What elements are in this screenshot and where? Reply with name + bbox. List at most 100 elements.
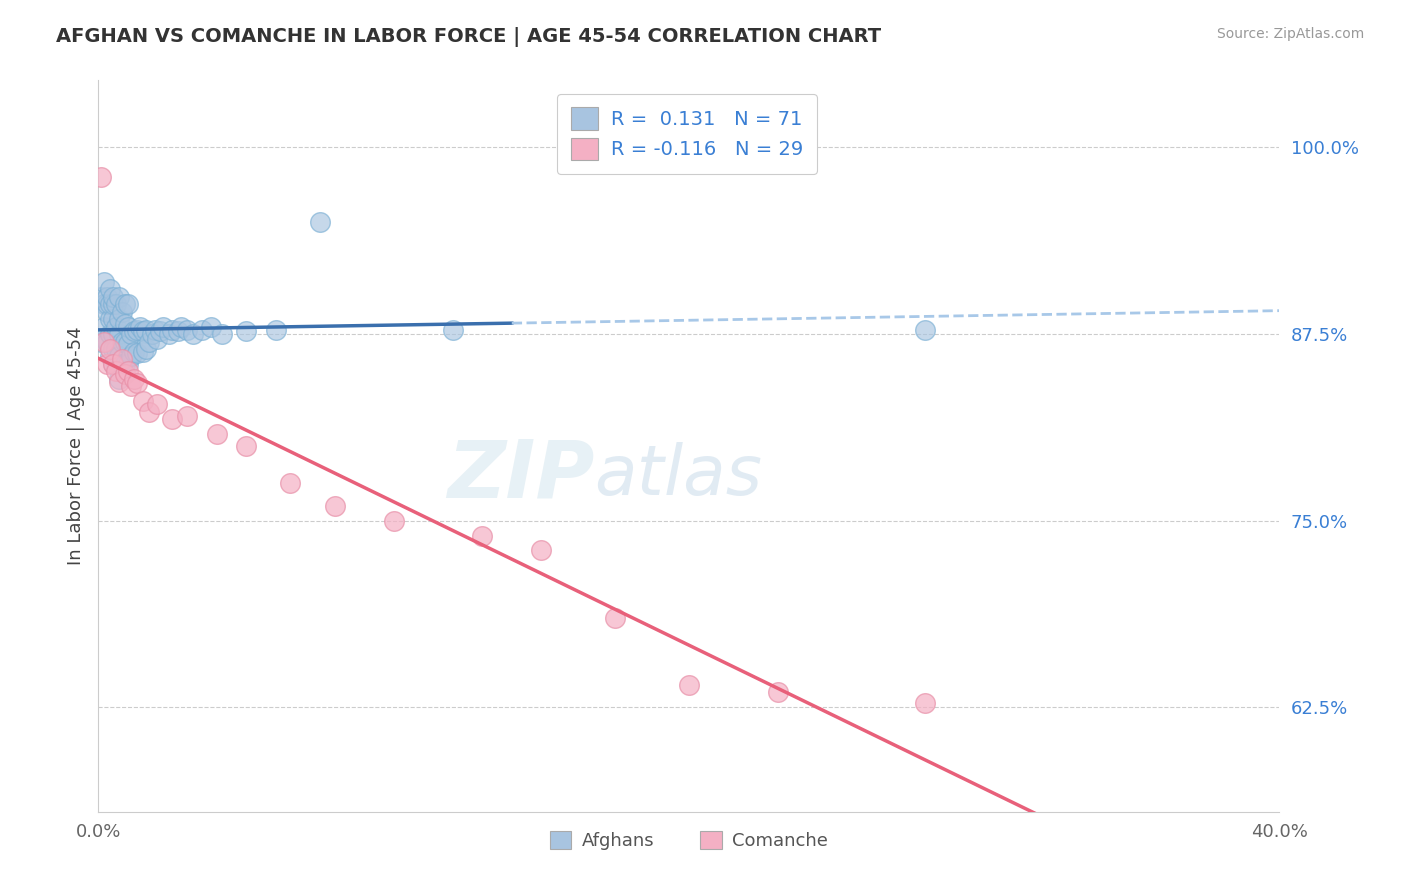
Point — [605, 610, 627, 624]
Point — [93, 334, 115, 349]
Point — [200, 319, 222, 334]
Point — [149, 324, 172, 338]
Point — [108, 375, 131, 389]
Point — [205, 427, 228, 442]
Point — [96, 334, 118, 349]
Point — [441, 322, 464, 336]
Point — [108, 290, 131, 304]
Point — [98, 312, 121, 326]
Legend: Afghans, Comanche: Afghans, Comanche — [543, 823, 835, 857]
Point — [96, 357, 118, 371]
Point — [108, 372, 131, 386]
Point — [111, 334, 134, 349]
Point — [117, 357, 139, 371]
Point — [766, 685, 789, 699]
Point — [120, 379, 142, 393]
Point — [108, 350, 131, 364]
Point — [120, 350, 142, 364]
Point — [914, 696, 936, 710]
Point — [382, 514, 405, 528]
Point — [120, 326, 142, 341]
Point — [135, 322, 157, 336]
Point — [98, 342, 121, 356]
Point — [128, 319, 150, 334]
Point — [96, 304, 118, 318]
Point — [125, 322, 148, 336]
Point — [235, 324, 257, 338]
Point — [117, 319, 139, 334]
Point — [471, 528, 494, 542]
Point — [162, 412, 183, 426]
Point — [105, 364, 128, 378]
Point — [157, 326, 180, 341]
Point — [235, 439, 257, 453]
Point — [93, 275, 115, 289]
Point — [146, 397, 169, 411]
Text: AFGHAN VS COMANCHE IN LABOR FORCE | AGE 45-54 CORRELATION CHART: AFGHAN VS COMANCHE IN LABOR FORCE | AGE … — [56, 27, 882, 46]
Point — [530, 543, 553, 558]
Y-axis label: In Labor Force | Age 45-54: In Labor Force | Age 45-54 — [66, 326, 84, 566]
Point — [323, 499, 346, 513]
Point — [90, 170, 112, 185]
Point — [132, 324, 155, 338]
Point — [167, 324, 190, 338]
Point — [103, 357, 125, 371]
Point — [93, 319, 115, 334]
Point — [117, 297, 139, 311]
Point — [114, 317, 136, 331]
Point — [114, 357, 136, 371]
Point — [96, 290, 118, 304]
Point — [98, 282, 121, 296]
Point — [108, 326, 131, 341]
Point — [117, 364, 139, 378]
Point — [122, 324, 145, 338]
Point — [103, 342, 125, 356]
Text: Source: ZipAtlas.com: Source: ZipAtlas.com — [1216, 27, 1364, 41]
Point — [162, 322, 183, 336]
Point — [105, 319, 128, 334]
Point — [105, 297, 128, 311]
Point — [111, 304, 134, 318]
Point — [93, 297, 115, 311]
Point — [98, 297, 121, 311]
Point — [211, 326, 233, 341]
Point — [90, 334, 112, 349]
Point — [280, 476, 302, 491]
Point — [125, 346, 148, 360]
Point — [181, 326, 204, 341]
Text: atlas: atlas — [595, 442, 762, 508]
Point — [98, 326, 121, 341]
Point — [103, 357, 125, 371]
Point — [914, 322, 936, 336]
Point — [103, 312, 125, 326]
Point — [103, 290, 125, 304]
Text: ZIP: ZIP — [447, 436, 595, 515]
Point — [114, 297, 136, 311]
Point — [125, 376, 148, 391]
Point — [132, 345, 155, 359]
Point — [122, 372, 145, 386]
Point — [176, 322, 198, 336]
Point — [143, 322, 166, 336]
Point — [138, 334, 160, 349]
Point — [264, 322, 287, 336]
Point — [132, 394, 155, 409]
Point — [90, 290, 112, 304]
Point — [103, 297, 125, 311]
Point — [111, 352, 134, 367]
Point — [152, 319, 174, 334]
Point — [117, 337, 139, 351]
Point — [114, 334, 136, 349]
Point — [103, 326, 125, 341]
Point — [108, 312, 131, 326]
Point — [114, 368, 136, 382]
Point — [135, 342, 157, 356]
Point — [122, 345, 145, 359]
Point — [176, 409, 198, 424]
Point — [98, 350, 121, 364]
Point — [105, 342, 128, 356]
Point — [170, 319, 193, 334]
Point — [138, 405, 160, 419]
Point — [105, 357, 128, 371]
Point — [111, 357, 134, 371]
